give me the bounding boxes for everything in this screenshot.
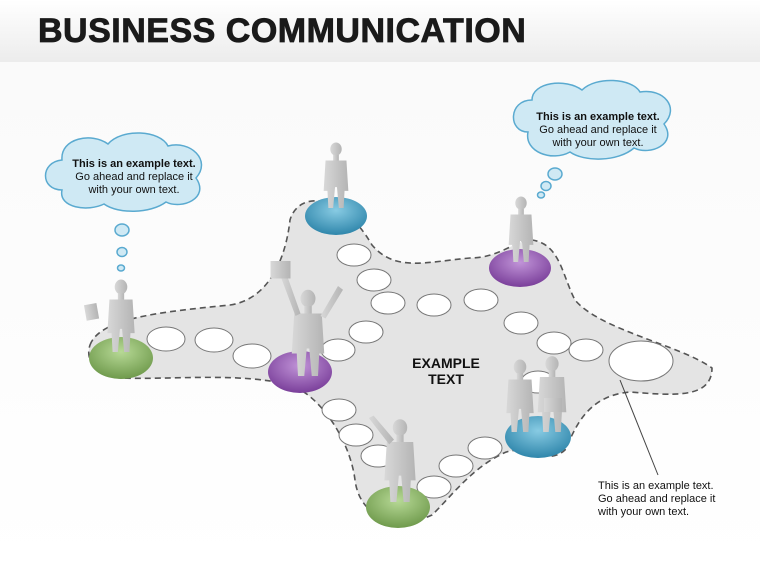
purple-disk-right xyxy=(489,249,551,287)
page-title: BUSINESS COMMUNICATION xyxy=(38,12,527,51)
stepping-stones xyxy=(146,243,604,499)
note-line: Go ahead and replace it xyxy=(598,493,716,505)
center-label-line2: TEXT xyxy=(428,371,464,387)
callout-heading: This is an example text. xyxy=(72,158,196,170)
callout-left-text: This is an example text. Go ahead and re… xyxy=(64,158,204,197)
person-silhouette-icon xyxy=(83,279,135,352)
center-label-line1: EXAMPLE xyxy=(412,355,480,371)
callout-line: Go ahead and replace it xyxy=(539,124,657,136)
bottom-note-text: This is an example text. Go ahead and re… xyxy=(598,480,715,519)
callout-heading: This is an example text. xyxy=(536,111,660,123)
person-silhouette-icon xyxy=(368,415,416,502)
callout-line: with your own text. xyxy=(88,184,180,196)
large-oval xyxy=(608,340,674,382)
center-label: EXAMPLE TEXT xyxy=(396,355,496,387)
blue-disk-right xyxy=(505,416,571,458)
thought-cloud-icon xyxy=(44,132,203,272)
green-disk-left xyxy=(89,337,153,379)
person-silhouette-icon xyxy=(270,261,343,376)
header-bar: BUSINESS COMMUNICATION xyxy=(0,0,760,63)
handshake-icon xyxy=(506,356,567,432)
note-leader-line xyxy=(619,379,659,476)
callout-line: with your own text. xyxy=(552,137,644,149)
callout-line: Go ahead and replace it xyxy=(75,171,193,183)
green-disk-bottom xyxy=(366,486,430,528)
callout-right-text: This is an example text. Go ahead and re… xyxy=(528,111,668,150)
blue-disk-top xyxy=(305,197,367,235)
note-heading: This is an example text. xyxy=(598,480,714,492)
note-line: with your own text. xyxy=(598,506,690,518)
thought-cloud-icon xyxy=(512,79,671,199)
